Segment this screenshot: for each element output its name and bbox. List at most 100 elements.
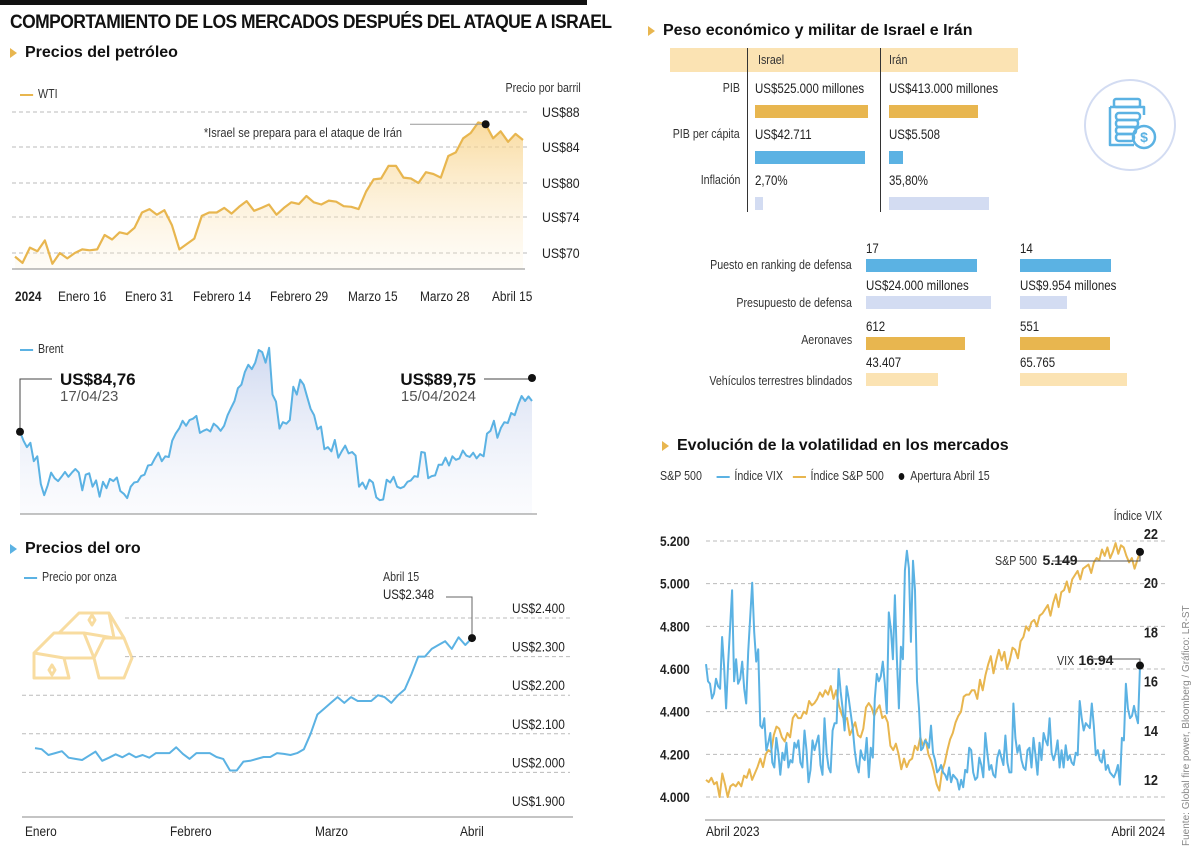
column-header-israel: Israel [758,52,785,67]
gold-highlight-point [468,634,476,643]
iran-value: US$9.954 millones [1020,277,1117,293]
x-tick-label: 2024 [15,288,42,304]
legend-brent: Brent [20,341,64,356]
brent-start-date: 17/04/23 [60,388,119,405]
israel-bar [866,337,965,350]
israel-bar [866,373,938,386]
title-rule [0,0,587,5]
svg-text:$: $ [1140,129,1148,145]
legend-swatch [20,348,34,351]
x-tick-label: Febrero 29 [270,288,328,304]
column-divider [747,48,748,212]
unit-label: Precio por barril [505,80,581,95]
row-label: PIB [722,80,740,95]
y-tick-label: US$1.900 [512,793,565,809]
iran-bar [1020,373,1127,386]
row-label: Puesto en ranking de defensa [710,257,852,272]
legend-swatch [24,576,38,579]
iran-bar [889,197,989,210]
israel-value: US$42.711 [755,126,812,142]
wti-highlight-point [481,120,490,129]
triangle-right-icon [648,26,655,36]
wti-line [14,121,524,265]
iran-bar [889,151,903,164]
vix-annotation-label: VIX [1057,653,1075,668]
right-y-tick-label: 22 [1144,525,1158,542]
right-y-tick-label: 12 [1144,771,1158,788]
brent-chart [16,346,537,515]
section-title-oil: Precios del petróleo [10,44,178,62]
israel-value: 2,70% [755,172,788,188]
section-title-gold: Precios del oro [10,540,141,558]
left-y-tick-label: 5.200 [660,533,690,549]
y-tick-label: US$2.300 [512,639,565,655]
brent-area [20,347,532,514]
right-y-tick-label: 16 [1144,673,1158,690]
y-tick-label: US$2.000 [512,754,565,770]
israel-bar [755,197,763,210]
israel-bar [866,296,991,309]
x-tick-label: Abril 2023 [706,823,760,839]
sp500-annotation-label: S&P 500 [995,553,1037,568]
y-tick-label: US$84 [542,139,580,155]
y-tick-label: US$2.200 [512,677,565,693]
x-tick-label: Enero 16 [58,288,106,304]
section-title-volatility: Evolución de la volatilidad en los merca… [662,437,1009,455]
left-y-tick-label: 5.000 [660,576,690,592]
gold-chart: US$2.400 US$2.300 US$2.200 US$2.100 US$2.000… [22,596,573,839]
sp500-open-point [1136,547,1144,556]
x-tick-label: Febrero 14 [193,288,251,304]
right-y-tick-label: 18 [1144,623,1158,640]
annotation-leader [19,378,52,432]
legend-wti: WTI [20,86,58,101]
brent-end-value: US$89,75 [400,370,476,389]
israel-value: 43.407 [866,354,902,370]
row-label: Presupuesto de defensa [736,295,852,310]
brent-end-date: 15/04/2024 [400,388,476,405]
legend-open-label: Apertura Abril 15 [910,468,990,483]
iran-bar [1020,296,1067,309]
x-tick-label: Abril 15 [492,288,532,304]
y-tick-label: US$88 [542,104,580,120]
iran-bar [1020,337,1110,350]
section-title-comparison-text: Peso económico y militar de Israel e Irá… [663,22,973,39]
volatility-chart: 5.200 5.000 4.800 4.600 4.400 4.200 4.000 22 20… [660,525,1165,839]
row-label: Inflación [700,172,740,187]
money-jar-icon: $ [1084,79,1176,171]
israel-bar [755,105,868,118]
sp500-annotation-value: 5.149 [1042,552,1078,568]
israel-value: US$525.000 millones [755,80,865,96]
legend-wti-label: WTI [38,86,58,101]
legend-vix-label: Índice VIX [734,468,783,483]
israel-value: 17 [866,240,879,256]
legend-swatch [20,93,34,96]
section-title-gold-text: Precios del oro [25,540,141,557]
x-tick-label: Marzo [315,823,348,839]
right-axis-title: Índice VIX [1113,508,1162,523]
volatility-legend: S&P 500 Índice VIX Índice S&P 500 Apertu… [660,468,990,483]
gold-line [34,636,473,772]
israel-bar [866,259,977,272]
legend-gold: Precio por onza [24,569,117,584]
column-divider [880,48,881,212]
y-tick-label: US$2.400 [512,600,565,616]
x-tick-label: Abril [460,823,484,839]
annotation-leader [446,596,473,639]
right-y-tick-label: 20 [1144,574,1158,591]
iran-value: 65.765 [1020,354,1056,370]
left-y-tick-label: 4.800 [660,618,690,634]
iran-value: US$5.508 [889,126,941,142]
iran-value: 551 [1020,318,1040,334]
x-tick-label: Marzo 28 [420,288,470,304]
wti-area [15,122,523,269]
x-tick-label: Abril 2024 [1111,823,1165,839]
x-tick-label: Marzo 15 [348,288,398,304]
legend-prefix: S&P 500 [660,468,702,483]
row-label: Vehículos terrestres blindados [709,373,852,388]
left-y-tick-label: 4.600 [660,661,690,677]
brent-end-point [528,374,536,382]
right-y-tick-label: 14 [1144,722,1158,739]
gold-annotation-date: Abril 15 [383,569,420,584]
vix-annotation: VIX 16.94 [1057,652,1113,670]
triangle-right-icon [662,441,669,451]
